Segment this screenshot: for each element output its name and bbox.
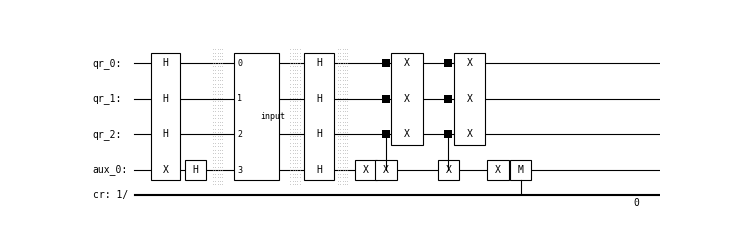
Text: X: X bbox=[446, 165, 452, 175]
Text: cr: 1/: cr: 1/ bbox=[93, 190, 128, 200]
Bar bbox=[151, 53, 180, 180]
Text: input: input bbox=[259, 112, 285, 121]
Text: 1: 1 bbox=[237, 94, 242, 103]
Bar bbox=[454, 53, 485, 145]
Text: X: X bbox=[404, 58, 410, 68]
Text: X: X bbox=[466, 94, 472, 104]
Bar bbox=[391, 53, 422, 145]
Text: X: X bbox=[466, 129, 472, 140]
Text: X: X bbox=[363, 165, 369, 175]
Bar bbox=[234, 53, 279, 180]
Text: M: M bbox=[517, 165, 523, 175]
Text: X: X bbox=[163, 165, 169, 175]
Text: qr_2:: qr_2: bbox=[93, 129, 122, 140]
Text: 3: 3 bbox=[237, 166, 242, 174]
Text: 2: 2 bbox=[237, 130, 242, 139]
Text: H: H bbox=[193, 165, 199, 175]
Text: X: X bbox=[495, 165, 501, 175]
Text: 0: 0 bbox=[237, 59, 242, 68]
Bar bbox=[509, 160, 531, 180]
Text: qr_1:: qr_1: bbox=[93, 93, 122, 104]
Text: 0: 0 bbox=[633, 198, 638, 208]
Text: aux_0:: aux_0: bbox=[93, 164, 128, 176]
Text: H: H bbox=[163, 94, 169, 104]
Bar bbox=[185, 160, 207, 180]
Text: H: H bbox=[316, 58, 322, 68]
Text: H: H bbox=[163, 129, 169, 140]
Text: H: H bbox=[316, 165, 322, 175]
Text: H: H bbox=[316, 94, 322, 104]
Bar bbox=[438, 160, 459, 180]
Text: H: H bbox=[316, 129, 322, 140]
Text: X: X bbox=[383, 165, 388, 175]
Text: X: X bbox=[404, 129, 410, 140]
Text: X: X bbox=[404, 94, 410, 104]
Bar bbox=[375, 160, 397, 180]
Text: X: X bbox=[466, 58, 472, 68]
Bar bbox=[487, 160, 509, 180]
Text: qr_0:: qr_0: bbox=[93, 58, 122, 69]
Text: H: H bbox=[163, 58, 169, 68]
Bar bbox=[356, 160, 377, 180]
Bar bbox=[304, 53, 334, 180]
